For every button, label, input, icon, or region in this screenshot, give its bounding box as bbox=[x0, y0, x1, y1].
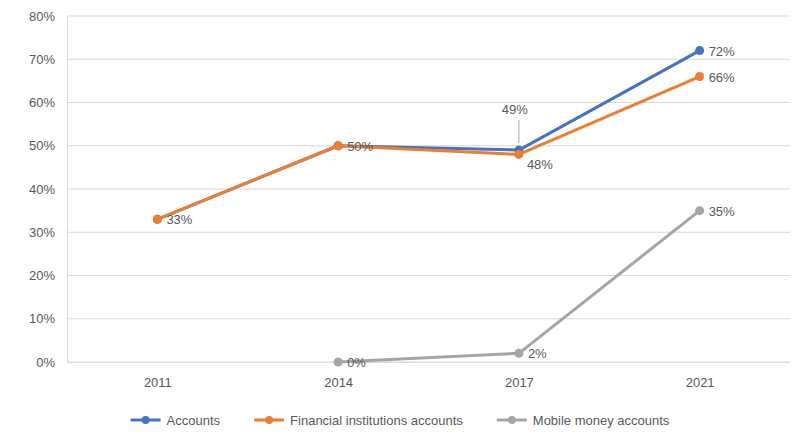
y-tick-label: 30% bbox=[29, 225, 55, 240]
data-label: 72% bbox=[709, 44, 735, 59]
y-tick-label: 50% bbox=[29, 138, 55, 153]
data-label: 49% bbox=[502, 102, 528, 117]
data-label: 35% bbox=[709, 204, 735, 219]
y-tick: 0% bbox=[36, 355, 67, 370]
series-line bbox=[338, 211, 700, 362]
legend-item: Financial institutions accounts bbox=[254, 413, 463, 428]
legend-item: Mobile money accounts bbox=[497, 413, 670, 428]
series-marker bbox=[514, 150, 523, 159]
label-leader bbox=[518, 120, 519, 143]
series-marker bbox=[334, 141, 343, 150]
y-axis-line bbox=[67, 17, 68, 363]
x-tick: 2021 bbox=[686, 362, 715, 390]
y-tick-label: 10% bbox=[29, 311, 55, 326]
series-marker bbox=[334, 141, 343, 150]
chart-container: 0%10%20%30%40%50%60%70%80%20112014201720… bbox=[0, 0, 800, 440]
data-label: 33% bbox=[166, 212, 192, 227]
grid-line bbox=[67, 232, 790, 233]
chart: 0%10%20%30%40%50%60%70%80%20112014201720… bbox=[0, 0, 800, 440]
y-tick-label: 40% bbox=[29, 182, 55, 197]
y-tick-label: 20% bbox=[29, 268, 55, 283]
series-marker bbox=[153, 215, 162, 224]
series-marker bbox=[695, 46, 704, 55]
data-label: 50% bbox=[347, 139, 373, 154]
y-tick-label: 0% bbox=[36, 355, 55, 370]
legend-label: Financial institutions accounts bbox=[290, 413, 463, 428]
x-tick: 2017 bbox=[505, 362, 534, 390]
series-line bbox=[157, 51, 699, 220]
x-axis: 2011 2014 2017 2021 bbox=[68, 362, 791, 390]
y-tick: 40% bbox=[29, 182, 67, 197]
grid-line bbox=[67, 189, 790, 190]
series-marker bbox=[153, 215, 162, 224]
plot-marks bbox=[153, 46, 704, 366]
x-tick-label: 2021 bbox=[686, 375, 715, 390]
legend-label: Mobile money accounts bbox=[533, 413, 670, 428]
legend-swatch-marker bbox=[142, 416, 150, 424]
grid-line bbox=[67, 102, 790, 103]
y-tick-label: 80% bbox=[29, 9, 55, 24]
y-tick: 20% bbox=[29, 268, 67, 283]
x-tick-label: 2014 bbox=[324, 375, 353, 390]
legend-swatch-marker bbox=[265, 416, 273, 424]
y-axis: 0% 10% 20% 30% 40% 50% 60% 70% 80% bbox=[29, 9, 68, 370]
series-marker bbox=[695, 206, 704, 215]
grid-line bbox=[67, 16, 790, 17]
grid-line bbox=[67, 275, 790, 276]
data-label: 2% bbox=[528, 346, 547, 361]
y-tick-label: 70% bbox=[29, 52, 55, 67]
series-marker bbox=[334, 358, 343, 367]
y-tick: 30% bbox=[29, 225, 67, 240]
x-tick-label: 2011 bbox=[144, 375, 172, 390]
grid-line bbox=[67, 145, 790, 146]
grid bbox=[67, 16, 790, 362]
y-tick: 80% bbox=[29, 9, 67, 24]
legend-label: Accounts bbox=[167, 413, 221, 428]
y-tick: 50% bbox=[29, 138, 67, 153]
y-tick: 10% bbox=[29, 311, 67, 326]
y-tick: 60% bbox=[29, 95, 67, 110]
legend: Accounts Financial institutions accounts M… bbox=[131, 413, 670, 428]
x-axis-line bbox=[68, 362, 791, 363]
data-label: 66% bbox=[709, 70, 735, 85]
legend-swatch-marker bbox=[508, 416, 516, 424]
y-tick-label: 60% bbox=[29, 95, 55, 110]
grid-line bbox=[67, 362, 790, 363]
data-label: 48% bbox=[527, 157, 553, 172]
y-tick: 70% bbox=[29, 52, 67, 67]
series-line bbox=[157, 77, 699, 220]
data-labels: 49% 72% 33% 50% 48% 66% 0% 2% 35% bbox=[166, 44, 735, 370]
series-marker bbox=[695, 72, 704, 81]
x-tick: 2011 bbox=[144, 362, 172, 390]
grid-line bbox=[67, 318, 790, 319]
x-tick-label: 2017 bbox=[505, 375, 534, 390]
series-marker bbox=[514, 349, 523, 358]
legend-item: Accounts bbox=[131, 413, 221, 428]
data-label: 0% bbox=[347, 355, 366, 370]
